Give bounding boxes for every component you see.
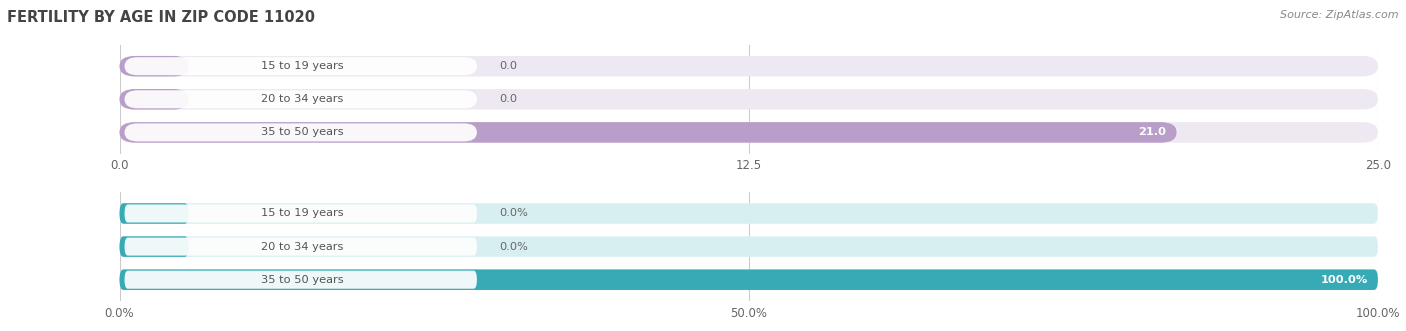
FancyBboxPatch shape [120, 122, 1378, 143]
Text: 0.0: 0.0 [499, 61, 517, 71]
Text: 35 to 50 years: 35 to 50 years [260, 127, 343, 137]
FancyBboxPatch shape [120, 269, 1378, 290]
Text: 0.0%: 0.0% [499, 242, 529, 252]
Text: FERTILITY BY AGE IN ZIP CODE 11020: FERTILITY BY AGE IN ZIP CODE 11020 [7, 10, 315, 25]
FancyBboxPatch shape [120, 236, 188, 257]
Text: 21.0: 21.0 [1139, 127, 1167, 137]
Text: 0.0: 0.0 [499, 94, 517, 104]
FancyBboxPatch shape [125, 57, 477, 75]
Text: 0.0%: 0.0% [499, 209, 529, 218]
FancyBboxPatch shape [125, 271, 477, 289]
Text: 15 to 19 years: 15 to 19 years [260, 61, 343, 71]
Text: 20 to 34 years: 20 to 34 years [260, 94, 343, 104]
FancyBboxPatch shape [120, 203, 1378, 224]
FancyBboxPatch shape [120, 122, 1177, 143]
FancyBboxPatch shape [125, 90, 477, 108]
FancyBboxPatch shape [125, 123, 477, 141]
FancyBboxPatch shape [120, 269, 1378, 290]
FancyBboxPatch shape [120, 203, 188, 224]
Text: 20 to 34 years: 20 to 34 years [260, 242, 343, 252]
FancyBboxPatch shape [120, 56, 1378, 76]
FancyBboxPatch shape [120, 56, 188, 76]
FancyBboxPatch shape [120, 236, 1378, 257]
FancyBboxPatch shape [120, 89, 188, 110]
FancyBboxPatch shape [125, 205, 477, 222]
Text: 100.0%: 100.0% [1320, 275, 1368, 285]
FancyBboxPatch shape [120, 89, 1378, 110]
Text: 35 to 50 years: 35 to 50 years [260, 275, 343, 285]
FancyBboxPatch shape [125, 238, 477, 256]
Text: Source: ZipAtlas.com: Source: ZipAtlas.com [1281, 10, 1399, 20]
Text: 15 to 19 years: 15 to 19 years [260, 209, 343, 218]
